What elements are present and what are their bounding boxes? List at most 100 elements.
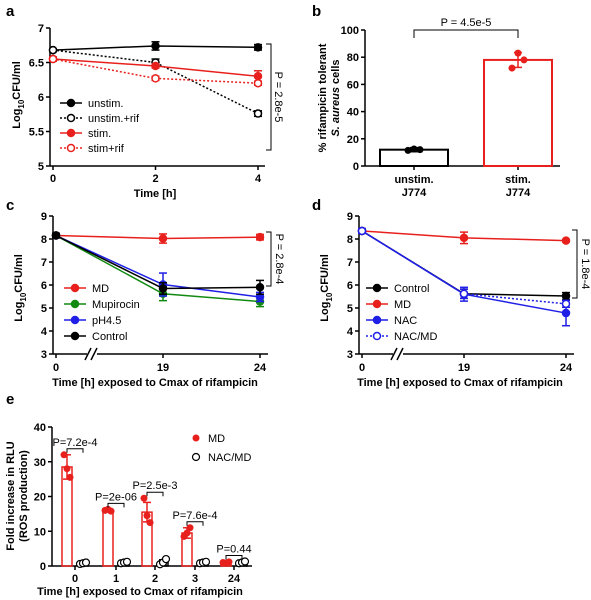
- c-axis-break-gap: [87, 349, 97, 359]
- d-ylabel-sub: 10: [325, 292, 334, 301]
- d-legend-marker-0: [372, 283, 382, 293]
- e-md-bar-0: [61, 466, 73, 567]
- d-series-3-point-2: [561, 299, 571, 309]
- a-legend-marker-0: [66, 98, 76, 108]
- b-plot: [379, 49, 553, 167]
- a-series-3-point-0: [48, 54, 58, 64]
- d-series-3-point-0: [357, 226, 367, 236]
- b-ylabel-tail: cells: [330, 59, 342, 87]
- a-axes: 5 5.5 6 6.5 7 0 2 4: [29, 23, 265, 185]
- e-md-point-1-2: [107, 507, 115, 515]
- e-md-point-0-1: [63, 465, 71, 473]
- c-ylabel-sub: 10: [19, 292, 28, 301]
- d-y-tick-label-1: 4: [347, 326, 354, 338]
- d-x-tick-label-2: 24: [560, 362, 573, 374]
- a-legend-marker-3: [66, 143, 76, 153]
- c-axis-break-1: [84, 347, 92, 361]
- c-series-line-3: [55, 234, 261, 290]
- c-y-tick-label-3: 6: [41, 280, 47, 292]
- d-xlabel: Time [h] exposed to Cmax of rifampicin: [357, 377, 563, 389]
- e-pvalue-4: P=0.44: [216, 543, 251, 555]
- e-ylabel-line1: Fold increase in RLU: [5, 441, 17, 550]
- c-series-line-1: [55, 234, 261, 303]
- c-xlabel: Time [h] exposed to Cmax of rifampicin: [52, 377, 258, 389]
- c-legend-label-2: pH4.5: [92, 315, 121, 327]
- c-y-tick-label-1: 4: [41, 326, 48, 338]
- b-y-tick-label-0: 0: [353, 161, 359, 173]
- d-x-tick-label-1: 19: [458, 362, 470, 374]
- c-y-tick-label-2: 5: [41, 303, 47, 315]
- a-legend: unstim. unstim.+rif stim. stim+rif: [60, 98, 140, 155]
- c-y-tick-label-6: 9: [41, 211, 47, 223]
- a-ylabel-tail: CFU/ml: [11, 61, 23, 100]
- e-legend-marker-0: [192, 434, 200, 442]
- panel-b: b % rifampicin tolerant S. aureus cells …: [312, 3, 560, 199]
- d-series-1-point-1: [459, 233, 469, 243]
- e-legend-label-0: MD: [208, 433, 225, 445]
- d-ylabel-tail: CFU/ml: [319, 254, 331, 293]
- c-y-tick-label-0: 3: [41, 349, 47, 361]
- c-x-tick-label-1: 19: [157, 362, 169, 374]
- e-pvalue-bracket-3: [186, 521, 204, 526]
- a-legend-label-1: unstim.+rif: [88, 113, 140, 125]
- panel-letter-a: a: [6, 3, 15, 20]
- e-pvalue-3: P=7.6e-4: [173, 510, 218, 522]
- e-md-point-2-1: [143, 512, 151, 520]
- a-y-tick-label-4: 7: [38, 23, 44, 35]
- d-axis-break-gap: [393, 349, 403, 359]
- a-pvalue: P = 2.8e-5: [272, 72, 284, 123]
- a-legend-marker-1: [66, 113, 76, 123]
- b-x-tick-label-1-line2: J774: [506, 187, 531, 199]
- b-bar-0-point-0: [404, 146, 412, 154]
- c-series-3-point-1: [158, 284, 168, 293]
- c-legend-label-3: Control: [92, 331, 127, 343]
- a-series-2-point-2: [253, 72, 263, 81]
- e-ylabel: Fold increase in RLU (ROS production): [5, 441, 30, 550]
- c-legend-marker-2: [70, 315, 80, 325]
- b-pvalue-bracket: [413, 29, 519, 38]
- panel-letter-c: c: [6, 197, 14, 214]
- e-md-point-0-2: [66, 473, 74, 481]
- c-axis-break-2: [90, 347, 98, 361]
- c-series-0-point-2: [255, 232, 265, 242]
- c-series-0-point-1: [158, 234, 168, 243]
- e-md-point-2-0: [140, 494, 148, 502]
- e-pvalue-1: P=2e-06: [95, 491, 137, 503]
- b-x-tick-label-0-line1: unstim.: [394, 174, 433, 186]
- a-y-tick-label-2: 6: [38, 92, 44, 104]
- a-xlabel: Time [h]: [134, 188, 177, 200]
- e-x-tick-label-1: 1: [113, 573, 119, 585]
- c-pvalue: P = 2.8e-4: [273, 234, 285, 285]
- a-series-1-point-0: [48, 45, 58, 55]
- b-y-tick-label-4: 80: [347, 52, 359, 64]
- e-md-point-2-2: [146, 519, 154, 527]
- d-series-3-point-1: [459, 289, 469, 298]
- a-y-tick-label-3: 6.5: [29, 58, 44, 70]
- e-md-point-3-1: [183, 529, 191, 537]
- e-x-tick-label-4: 24: [228, 573, 241, 585]
- d-plot: [357, 226, 571, 327]
- d-legend: Control MD NAC NAC/MD: [366, 283, 437, 343]
- e-x-tick-label-2: 2: [152, 573, 158, 585]
- d-y-tick-label-6: 9: [347, 211, 353, 223]
- c-legend-label-0: MD: [92, 283, 109, 295]
- d-y-tick-label-2: 5: [347, 303, 353, 315]
- b-ylabel-italic: S. aureus: [330, 87, 342, 137]
- d-axes: 3 4 5 6 7 8 9 0 19 24: [347, 211, 574, 374]
- e-y-tick-label-1: 10: [34, 526, 46, 538]
- c-legend-marker-0: [70, 283, 80, 293]
- svg-text:Log10CFU/ml: Log10CFU/ml: [13, 254, 28, 322]
- c-legend-marker-1: [70, 299, 80, 309]
- d-series-0-point-2: [561, 291, 571, 301]
- a-y-tick-label-0: 5: [38, 161, 44, 173]
- d-ylabel: Log10CFU/ml: [319, 254, 334, 322]
- d-pvalue-bracket: [572, 229, 578, 299]
- panel-letter-d: d: [312, 197, 321, 214]
- a-series-0-point-2: [253, 43, 263, 52]
- c-axes: 3 4 5 6 7 8 9 0 19 24: [41, 211, 268, 374]
- b-bar-0-point-2: [416, 146, 424, 154]
- d-axis-break-2: [396, 347, 404, 361]
- panel-e: e Fold increase in RLU (ROS production) …: [5, 391, 252, 598]
- b-x-tick-label-1-line1: stim.: [505, 174, 531, 186]
